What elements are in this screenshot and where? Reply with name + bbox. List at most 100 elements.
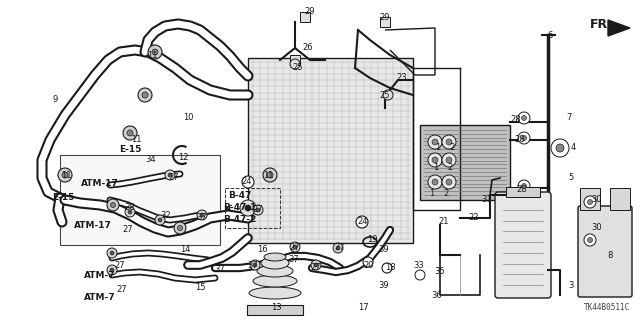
Text: 29: 29 — [305, 7, 316, 17]
Circle shape — [168, 173, 172, 177]
Circle shape — [336, 246, 340, 250]
Ellipse shape — [249, 287, 301, 299]
Circle shape — [107, 248, 117, 258]
Circle shape — [155, 215, 165, 225]
Text: 14: 14 — [180, 245, 190, 254]
Text: 7: 7 — [566, 114, 572, 123]
Circle shape — [363, 257, 373, 267]
Bar — [580, 188, 600, 210]
Text: 27: 27 — [115, 260, 125, 269]
Text: 27: 27 — [310, 263, 321, 273]
Circle shape — [382, 263, 392, 273]
Ellipse shape — [551, 139, 569, 157]
Text: 1: 1 — [433, 164, 438, 172]
Circle shape — [110, 268, 114, 272]
Circle shape — [415, 270, 425, 280]
Text: 21: 21 — [439, 218, 449, 227]
Text: 23: 23 — [397, 74, 407, 83]
Circle shape — [356, 216, 368, 228]
Text: ATM-7: ATM-7 — [84, 270, 116, 279]
Circle shape — [314, 263, 318, 267]
Text: 24: 24 — [242, 178, 252, 187]
Text: 35: 35 — [435, 268, 445, 276]
Circle shape — [518, 180, 530, 192]
Circle shape — [123, 126, 137, 140]
Circle shape — [556, 144, 564, 152]
Bar — [420, 125, 510, 200]
Circle shape — [138, 88, 152, 102]
Text: 30: 30 — [592, 196, 602, 204]
Bar — [610, 188, 630, 210]
Text: 33: 33 — [413, 260, 424, 269]
Bar — [247, 305, 303, 315]
Bar — [506, 187, 540, 197]
Text: 13: 13 — [271, 303, 282, 313]
Circle shape — [125, 207, 135, 217]
Text: 4: 4 — [570, 143, 575, 153]
Text: 25: 25 — [292, 63, 303, 73]
Text: 34: 34 — [146, 156, 156, 164]
Bar — [225, 188, 280, 228]
Circle shape — [290, 59, 300, 69]
Circle shape — [442, 175, 456, 189]
Circle shape — [263, 168, 277, 182]
Circle shape — [428, 153, 442, 167]
Bar — [300, 12, 310, 22]
Text: 37: 37 — [196, 213, 207, 222]
Text: 17: 17 — [358, 303, 368, 313]
Circle shape — [442, 135, 456, 149]
Circle shape — [518, 132, 530, 144]
Circle shape — [62, 172, 68, 178]
Circle shape — [446, 157, 452, 163]
Text: 12: 12 — [178, 153, 188, 162]
Text: ATM-17: ATM-17 — [81, 179, 119, 188]
Ellipse shape — [264, 253, 286, 261]
Circle shape — [200, 213, 204, 217]
Text: 37: 37 — [214, 266, 225, 275]
FancyBboxPatch shape — [578, 206, 632, 297]
Text: 11: 11 — [61, 171, 71, 180]
Text: TK44B0511C: TK44B0511C — [584, 303, 630, 312]
Circle shape — [522, 116, 527, 121]
Text: ATM-17: ATM-17 — [74, 220, 112, 229]
Bar — [290, 55, 300, 65]
Text: 28: 28 — [511, 116, 522, 124]
Circle shape — [428, 175, 442, 189]
Ellipse shape — [257, 265, 293, 277]
Text: ATM-7: ATM-7 — [84, 293, 116, 302]
Text: 1: 1 — [429, 189, 435, 198]
Text: 27: 27 — [290, 243, 300, 252]
Text: 36: 36 — [431, 292, 442, 300]
Circle shape — [111, 203, 115, 207]
Text: 2: 2 — [447, 164, 452, 172]
Text: 8: 8 — [607, 251, 612, 260]
Circle shape — [242, 176, 254, 188]
Circle shape — [442, 153, 456, 167]
Text: 39: 39 — [379, 281, 389, 290]
Circle shape — [165, 170, 175, 180]
Circle shape — [522, 135, 527, 140]
Circle shape — [588, 237, 593, 243]
Bar — [248, 58, 413, 243]
Text: 10: 10 — [183, 114, 193, 123]
Text: 15: 15 — [195, 284, 205, 292]
Text: 11: 11 — [147, 52, 157, 60]
Text: B-47-2: B-47-2 — [223, 215, 257, 225]
Text: 18: 18 — [385, 262, 396, 271]
Circle shape — [158, 218, 162, 222]
Text: 38: 38 — [125, 203, 136, 212]
Circle shape — [240, 200, 256, 216]
Circle shape — [177, 226, 182, 230]
Ellipse shape — [261, 257, 289, 269]
Text: 30: 30 — [592, 223, 602, 233]
Circle shape — [428, 135, 442, 149]
Text: 24: 24 — [358, 218, 368, 227]
Text: 2: 2 — [444, 189, 449, 198]
Text: E-15: E-15 — [52, 194, 74, 203]
Text: 27: 27 — [335, 244, 346, 252]
Circle shape — [127, 130, 133, 136]
Text: FR.: FR. — [590, 19, 613, 31]
Circle shape — [107, 265, 117, 275]
Bar — [380, 17, 390, 27]
Text: 25: 25 — [380, 91, 390, 100]
